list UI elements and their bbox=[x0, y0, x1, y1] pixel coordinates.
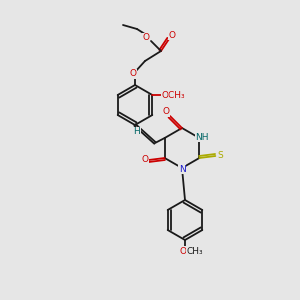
Text: O: O bbox=[179, 247, 187, 256]
Text: O: O bbox=[142, 34, 149, 43]
Text: S: S bbox=[218, 152, 223, 160]
Text: O: O bbox=[169, 31, 176, 40]
Text: O: O bbox=[163, 107, 170, 116]
Text: OCH₃: OCH₃ bbox=[161, 91, 185, 100]
Text: CH₃: CH₃ bbox=[187, 247, 203, 256]
Text: H: H bbox=[134, 128, 140, 136]
Text: O: O bbox=[141, 155, 148, 164]
Text: O: O bbox=[130, 70, 136, 79]
Text: NH: NH bbox=[196, 133, 209, 142]
Text: N: N bbox=[178, 164, 185, 173]
